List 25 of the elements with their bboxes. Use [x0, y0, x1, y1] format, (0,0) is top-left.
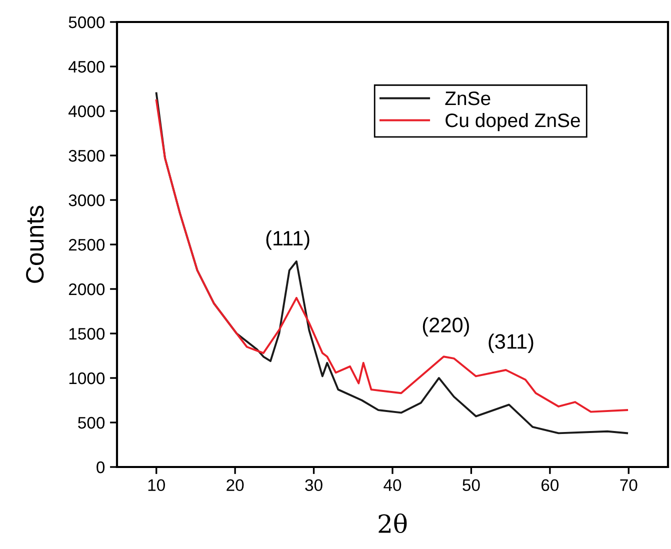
y-tick-label: 3000: [68, 194, 105, 206]
y-tick-label: 4500: [68, 60, 105, 73]
y-tick-label: 500: [78, 416, 105, 429]
y-tick-label: 2500: [68, 238, 105, 251]
x-tick-label: 10: [148, 479, 165, 492]
annotation: (311): [488, 334, 534, 353]
y-axis-title: Counts: [26, 206, 44, 283]
y-tick-label: 5000: [68, 16, 105, 28]
y-tick-label: 3500: [68, 150, 105, 162]
y-tick-label: 0: [96, 461, 105, 474]
y-tick-label: 1500: [69, 328, 105, 340]
y-tick-label: 1000: [69, 372, 105, 384]
annotation: (220): [422, 317, 469, 337]
legend-label: ZnSe: [445, 91, 490, 106]
x-tick-label: 20: [226, 479, 244, 492]
y-tick-label: 2000: [68, 283, 105, 296]
x-tick-label: 50: [462, 479, 480, 492]
annotation: (111): [266, 230, 310, 250]
x-tick-label: 60: [542, 479, 559, 492]
y-tick-label: 4000: [68, 105, 105, 118]
legend-label: Cu doped ZnSe: [446, 112, 580, 132]
x-tick-label: 40: [384, 479, 402, 492]
x-tick-label: 30: [305, 479, 322, 492]
x-tick-label: 70: [620, 479, 638, 492]
x-axis-title: 2θ: [378, 514, 407, 534]
